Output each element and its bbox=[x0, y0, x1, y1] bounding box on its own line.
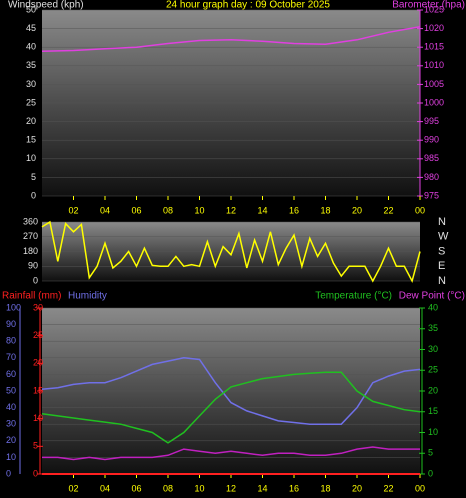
x-tick-label: 22 bbox=[383, 483, 393, 493]
y-tick-label: 15 bbox=[26, 135, 36, 145]
x-tick-label: 08 bbox=[163, 483, 173, 493]
series-line bbox=[41, 357, 421, 425]
y-tick-label: 10 bbox=[26, 153, 36, 163]
y2-tick-label: 1020 bbox=[424, 23, 444, 33]
y-tick-label: 45 bbox=[26, 23, 36, 33]
x-tick-label: 04 bbox=[100, 205, 110, 215]
y2-tick-label: 990 bbox=[424, 135, 439, 145]
y-tick-label: 60 bbox=[6, 369, 16, 379]
y2-tick-label: 995 bbox=[424, 116, 439, 126]
y-tick-label: 5 bbox=[31, 172, 36, 182]
x-tick-label: 14 bbox=[257, 483, 267, 493]
x-tick-label: 20 bbox=[352, 483, 362, 493]
x-tick-label: 20 bbox=[352, 205, 362, 215]
x-tick-label: 16 bbox=[289, 205, 299, 215]
y2-tick-label: E bbox=[438, 260, 445, 272]
x-tick-label: 12 bbox=[226, 205, 236, 215]
y3-tick-label: 0 bbox=[33, 468, 38, 478]
y2-tick-label: 975 bbox=[424, 190, 439, 200]
y2-tick-label: 980 bbox=[424, 172, 439, 182]
series-line bbox=[41, 371, 421, 444]
x-tick-label: 10 bbox=[194, 205, 204, 215]
chart-title: 24 hour graph day : 09 October 2025 bbox=[166, 0, 330, 11]
y-tick-label: 50 bbox=[26, 4, 36, 14]
x-tick-label: 00 bbox=[415, 205, 425, 215]
y2-tick-label: 40 bbox=[428, 302, 438, 312]
y3-tick-label: 10 bbox=[33, 413, 43, 423]
y3-tick-label: 25 bbox=[33, 330, 43, 340]
y-tick-label: 35 bbox=[26, 60, 36, 70]
legend-rainfall: Rainfall (mm) bbox=[2, 291, 61, 302]
y-tick-label: 70 bbox=[6, 352, 16, 362]
legend-temperature: Temperature (°C) bbox=[315, 291, 392, 302]
y2-tick-label: S bbox=[438, 245, 445, 257]
y-tick-label: 40 bbox=[6, 402, 16, 412]
y2-tick-label: 25 bbox=[428, 365, 438, 375]
y2-tick-label: 10 bbox=[428, 427, 438, 437]
x-tick-label: 02 bbox=[68, 483, 78, 493]
y-tick-label: 0 bbox=[33, 275, 38, 285]
legend-dew-point: Dew Point (°C) bbox=[399, 291, 465, 302]
y2-tick-label: 1015 bbox=[424, 42, 444, 52]
y-tick-label: 360 bbox=[23, 216, 38, 226]
y-tick-label: 90 bbox=[6, 319, 16, 329]
x-tick-label: 06 bbox=[131, 205, 141, 215]
y2-tick-label: 0 bbox=[428, 468, 433, 478]
series-line bbox=[42, 446, 420, 461]
y2-tick-label: W bbox=[438, 231, 449, 243]
y2-tick-label: 35 bbox=[428, 323, 438, 333]
y-tick-label: 30 bbox=[6, 419, 16, 429]
y2-tick-label: 5 bbox=[428, 448, 433, 458]
y-tick-label: 0 bbox=[31, 190, 36, 200]
x-tick-label: 00 bbox=[415, 483, 425, 493]
y-axis-label: Windspeed (kph) bbox=[8, 0, 84, 11]
y2-tick-label: 20 bbox=[428, 385, 438, 395]
y2-axis-label: Barometer (hpa) bbox=[392, 0, 465, 11]
x-tick-label: 14 bbox=[257, 205, 267, 215]
y-tick-label: 270 bbox=[23, 231, 38, 241]
y2-tick-label: N bbox=[438, 216, 446, 228]
y-tick-label: 40 bbox=[26, 42, 36, 52]
y2-tick-label: 1010 bbox=[424, 60, 444, 70]
legend-humidity: Humidity bbox=[68, 291, 107, 302]
y2-tick-label: 985 bbox=[424, 153, 439, 163]
y-tick-label: 180 bbox=[23, 246, 38, 256]
y2-tick-label: 15 bbox=[428, 406, 438, 416]
x-tick-label: 12 bbox=[226, 483, 236, 493]
y3-tick-label: 20 bbox=[33, 358, 43, 368]
y-tick-label: 90 bbox=[28, 261, 38, 271]
y2-tick-label: 1000 bbox=[424, 97, 444, 107]
y-tick-label: 20 bbox=[6, 435, 16, 445]
y-tick-label: 100 bbox=[6, 302, 21, 312]
y-tick-label: 20 bbox=[26, 116, 36, 126]
y2-tick-label: 1005 bbox=[424, 79, 444, 89]
x-tick-label: 04 bbox=[100, 483, 110, 493]
x-tick-label: 06 bbox=[131, 483, 141, 493]
y-tick-label: 10 bbox=[6, 452, 16, 462]
y-tick-label: 0 bbox=[6, 468, 11, 478]
y-tick-label: 80 bbox=[6, 336, 16, 346]
series-line bbox=[41, 220, 421, 284]
y-tick-label: 50 bbox=[6, 385, 16, 395]
y3-tick-label: 30 bbox=[33, 302, 43, 312]
y2-tick-label: 1025 bbox=[424, 4, 444, 14]
y3-tick-label: 5 bbox=[33, 441, 38, 451]
x-tick-label: 16 bbox=[289, 483, 299, 493]
series-line bbox=[41, 25, 421, 53]
y2-tick-label: N bbox=[438, 275, 446, 287]
x-tick-label: 18 bbox=[320, 205, 330, 215]
y2-tick-label: 30 bbox=[428, 344, 438, 354]
x-tick-label: 10 bbox=[194, 483, 204, 493]
x-tick-label: 08 bbox=[163, 205, 173, 215]
y-tick-label: 30 bbox=[26, 79, 36, 89]
x-tick-label: 02 bbox=[68, 205, 78, 215]
x-tick-label: 18 bbox=[320, 483, 330, 493]
y-tick-label: 25 bbox=[26, 97, 36, 107]
x-tick-label: 22 bbox=[383, 205, 393, 215]
y3-tick-label: 15 bbox=[33, 385, 43, 395]
